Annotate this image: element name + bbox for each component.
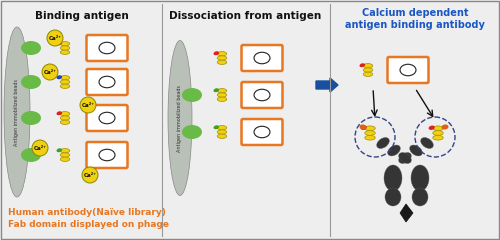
FancyBboxPatch shape bbox=[86, 105, 128, 131]
Ellipse shape bbox=[217, 56, 227, 60]
FancyArrow shape bbox=[316, 78, 338, 92]
Ellipse shape bbox=[60, 116, 70, 120]
Text: Dissociation from antigen: Dissociation from antigen bbox=[169, 11, 321, 21]
Ellipse shape bbox=[363, 68, 373, 72]
Ellipse shape bbox=[411, 165, 429, 191]
Ellipse shape bbox=[398, 153, 411, 163]
Ellipse shape bbox=[376, 138, 390, 149]
Ellipse shape bbox=[60, 46, 70, 50]
Ellipse shape bbox=[56, 75, 62, 79]
Circle shape bbox=[80, 97, 96, 113]
FancyBboxPatch shape bbox=[242, 82, 282, 108]
Ellipse shape bbox=[442, 125, 448, 130]
Ellipse shape bbox=[60, 153, 70, 157]
Ellipse shape bbox=[433, 135, 444, 140]
Ellipse shape bbox=[21, 75, 41, 89]
Ellipse shape bbox=[217, 130, 227, 134]
Ellipse shape bbox=[433, 131, 444, 135]
Ellipse shape bbox=[21, 41, 41, 55]
Text: Ca²⁺: Ca²⁺ bbox=[34, 146, 46, 151]
Ellipse shape bbox=[60, 157, 70, 162]
Ellipse shape bbox=[214, 125, 219, 129]
Ellipse shape bbox=[56, 148, 62, 152]
Ellipse shape bbox=[363, 72, 373, 76]
Ellipse shape bbox=[99, 149, 115, 161]
Polygon shape bbox=[400, 204, 413, 222]
Ellipse shape bbox=[254, 89, 270, 101]
Ellipse shape bbox=[360, 126, 367, 130]
Ellipse shape bbox=[214, 88, 219, 92]
Ellipse shape bbox=[363, 64, 373, 68]
Ellipse shape bbox=[360, 125, 366, 130]
FancyBboxPatch shape bbox=[242, 45, 282, 71]
Ellipse shape bbox=[214, 51, 219, 55]
Ellipse shape bbox=[420, 138, 434, 149]
Text: Ca²⁺: Ca²⁺ bbox=[44, 70, 57, 75]
Ellipse shape bbox=[400, 64, 416, 76]
Ellipse shape bbox=[360, 63, 365, 67]
Ellipse shape bbox=[60, 120, 70, 124]
Ellipse shape bbox=[398, 153, 411, 163]
Ellipse shape bbox=[384, 165, 402, 191]
Ellipse shape bbox=[60, 112, 70, 116]
Ellipse shape bbox=[60, 76, 70, 80]
Ellipse shape bbox=[217, 134, 227, 138]
Ellipse shape bbox=[21, 148, 41, 162]
Ellipse shape bbox=[385, 188, 401, 206]
Text: Human antibody(Naïve library): Human antibody(Naïve library) bbox=[8, 208, 166, 217]
Ellipse shape bbox=[410, 145, 422, 156]
Ellipse shape bbox=[168, 41, 192, 196]
Ellipse shape bbox=[217, 93, 227, 97]
Ellipse shape bbox=[217, 126, 227, 130]
Ellipse shape bbox=[99, 76, 115, 88]
FancyBboxPatch shape bbox=[242, 119, 282, 145]
FancyBboxPatch shape bbox=[86, 69, 128, 95]
Circle shape bbox=[82, 167, 98, 183]
Ellipse shape bbox=[365, 126, 375, 131]
Ellipse shape bbox=[21, 111, 41, 125]
Ellipse shape bbox=[217, 97, 227, 102]
FancyBboxPatch shape bbox=[86, 35, 128, 61]
Ellipse shape bbox=[254, 52, 270, 64]
Ellipse shape bbox=[99, 112, 115, 124]
Ellipse shape bbox=[182, 125, 202, 139]
Ellipse shape bbox=[365, 131, 375, 135]
Text: Ca²⁺: Ca²⁺ bbox=[84, 173, 96, 178]
Ellipse shape bbox=[388, 145, 400, 156]
Ellipse shape bbox=[60, 42, 70, 46]
Text: Antigen immobilized beads: Antigen immobilized beads bbox=[178, 84, 182, 151]
Ellipse shape bbox=[56, 41, 62, 45]
Circle shape bbox=[32, 140, 48, 156]
Ellipse shape bbox=[217, 60, 227, 64]
Text: Binding antigen: Binding antigen bbox=[35, 11, 129, 21]
Circle shape bbox=[47, 30, 63, 46]
Ellipse shape bbox=[4, 27, 30, 197]
Ellipse shape bbox=[182, 88, 202, 102]
Ellipse shape bbox=[254, 126, 270, 138]
Ellipse shape bbox=[99, 42, 115, 54]
Ellipse shape bbox=[60, 84, 70, 88]
Ellipse shape bbox=[365, 135, 375, 140]
Circle shape bbox=[42, 64, 58, 80]
Ellipse shape bbox=[60, 149, 70, 153]
FancyBboxPatch shape bbox=[86, 142, 128, 168]
Text: Antigen immobilized beads: Antigen immobilized beads bbox=[14, 78, 20, 145]
Ellipse shape bbox=[412, 188, 428, 206]
Ellipse shape bbox=[433, 126, 444, 131]
Text: Calcium dependent
antigen binding antibody: Calcium dependent antigen binding antibo… bbox=[345, 8, 485, 30]
FancyBboxPatch shape bbox=[388, 57, 428, 83]
Text: Fab domain displayed on phage: Fab domain displayed on phage bbox=[8, 220, 169, 229]
Ellipse shape bbox=[56, 111, 62, 115]
Ellipse shape bbox=[60, 80, 70, 84]
Ellipse shape bbox=[428, 126, 435, 130]
Ellipse shape bbox=[60, 50, 70, 54]
Text: Ca²⁺: Ca²⁺ bbox=[48, 36, 62, 41]
Ellipse shape bbox=[217, 52, 227, 56]
Ellipse shape bbox=[217, 89, 227, 93]
Text: Ca²⁺: Ca²⁺ bbox=[82, 103, 94, 108]
